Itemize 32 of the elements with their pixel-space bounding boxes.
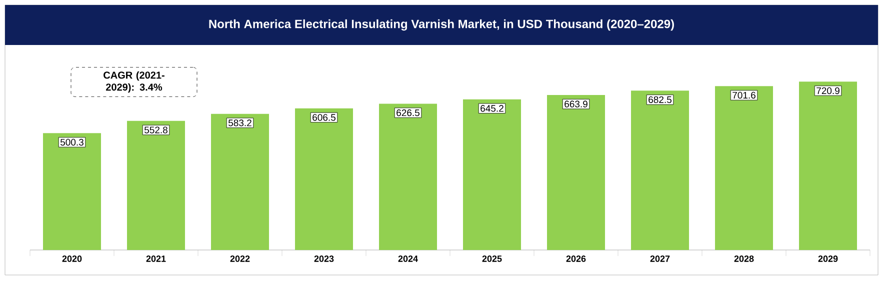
data-label: 552.8	[144, 126, 168, 134]
x-tick-label: 2025	[482, 256, 502, 262]
bar	[547, 94, 606, 250]
x-tick-label: 2021	[146, 256, 166, 262]
data-label: 606.5	[312, 114, 336, 121]
data-label: 720.9	[816, 87, 840, 94]
bar	[799, 82, 858, 250]
data-label: 500.3	[60, 138, 84, 146]
data-label: 682.5	[648, 96, 672, 104]
bar	[127, 120, 185, 250]
data-label: 701.6	[732, 92, 756, 99]
x-tick-label: 2020	[62, 256, 82, 262]
data-label: 645.2	[480, 105, 504, 112]
bar	[379, 104, 438, 250]
bar	[295, 108, 354, 250]
x-tick-label: 2026	[566, 256, 586, 262]
bar	[43, 133, 102, 250]
x-tick-label: 2024	[398, 256, 418, 262]
chart-title: North America Electrical Insulating Varnish Market, in USD Thousand (2020–2029)	[209, 19, 674, 31]
data-label: 626.5	[396, 109, 420, 116]
bar	[715, 86, 774, 250]
data-label: 583.2	[228, 120, 252, 126]
bar	[463, 99, 522, 250]
x-tick-label: 2027	[650, 256, 670, 262]
x-tick-label: 2029	[818, 256, 838, 262]
bar	[631, 90, 690, 250]
x-tick-label: 2022	[230, 256, 250, 262]
bar	[211, 114, 269, 250]
data-label: 663.9	[564, 100, 588, 108]
annotation: CAGR (2021-2029): 3.4%	[104, 71, 164, 93]
x-tick-label: 2023	[314, 256, 334, 262]
x-tick-label: 2028	[734, 256, 754, 262]
